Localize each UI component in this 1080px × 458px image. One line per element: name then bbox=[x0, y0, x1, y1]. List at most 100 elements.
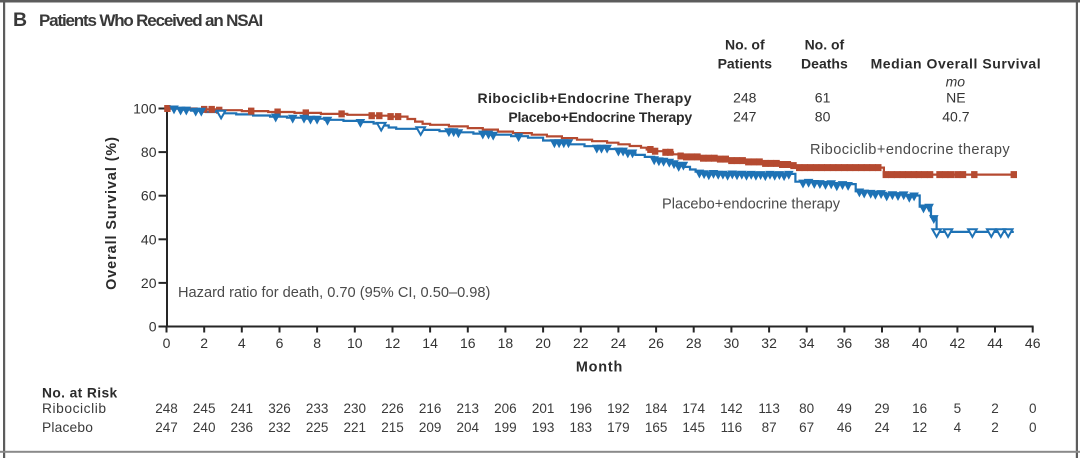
svg-text:6: 6 bbox=[276, 335, 284, 351]
svg-text:0: 0 bbox=[1029, 420, 1037, 435]
svg-text:40: 40 bbox=[141, 231, 157, 247]
svg-text:24: 24 bbox=[611, 335, 627, 351]
svg-text:46: 46 bbox=[1025, 335, 1041, 351]
svg-text:241: 241 bbox=[231, 401, 254, 416]
svg-text:2: 2 bbox=[991, 401, 999, 416]
svg-text:0: 0 bbox=[1029, 401, 1037, 416]
svg-text:12: 12 bbox=[912, 420, 927, 435]
svg-text:0: 0 bbox=[163, 335, 171, 351]
svg-text:8: 8 bbox=[313, 335, 321, 351]
svg-text:233: 233 bbox=[306, 401, 329, 416]
svg-text:225: 225 bbox=[306, 420, 329, 435]
svg-text:196: 196 bbox=[570, 401, 593, 416]
svg-text:0: 0 bbox=[149, 319, 157, 335]
svg-text:16: 16 bbox=[460, 335, 476, 351]
svg-text:230: 230 bbox=[344, 401, 367, 416]
svg-text:42: 42 bbox=[950, 335, 966, 351]
svg-text:14: 14 bbox=[422, 335, 438, 351]
svg-text:192: 192 bbox=[607, 401, 630, 416]
svg-text:248: 248 bbox=[733, 90, 757, 106]
svg-text:209: 209 bbox=[419, 420, 442, 435]
svg-text:165: 165 bbox=[645, 420, 668, 435]
svg-text:Ribociclib+endocrine therapy: Ribociclib+endocrine therapy bbox=[810, 142, 1010, 158]
svg-text:B: B bbox=[13, 9, 27, 31]
svg-text:247: 247 bbox=[733, 109, 757, 125]
svg-text:No. at Risk: No. at Risk bbox=[42, 386, 118, 401]
svg-text:183: 183 bbox=[570, 420, 593, 435]
svg-text:236: 236 bbox=[231, 420, 254, 435]
svg-text:2: 2 bbox=[200, 335, 208, 351]
svg-text:247: 247 bbox=[155, 420, 178, 435]
svg-text:116: 116 bbox=[721, 420, 743, 435]
svg-text:40: 40 bbox=[912, 335, 928, 351]
svg-text:18: 18 bbox=[498, 335, 514, 351]
svg-text:Placebo: Placebo bbox=[42, 420, 93, 435]
svg-text:2: 2 bbox=[991, 420, 999, 435]
svg-text:No. of: No. of bbox=[725, 37, 765, 53]
svg-text:No. of: No. of bbox=[805, 37, 845, 53]
svg-text:179: 179 bbox=[607, 420, 630, 435]
svg-text:245: 245 bbox=[193, 401, 216, 416]
svg-text:184: 184 bbox=[645, 401, 668, 416]
svg-text:Patients Who Received an NSAI: Patients Who Received an NSAI bbox=[39, 11, 262, 30]
svg-text:100: 100 bbox=[133, 101, 157, 117]
svg-text:142: 142 bbox=[720, 401, 743, 416]
svg-text:Patients: Patients bbox=[718, 56, 773, 72]
svg-text:Deaths: Deaths bbox=[801, 56, 848, 72]
svg-text:38: 38 bbox=[874, 335, 890, 351]
svg-text:20: 20 bbox=[141, 275, 157, 291]
svg-text:28: 28 bbox=[686, 335, 702, 351]
svg-text:10: 10 bbox=[347, 335, 363, 351]
svg-text:240: 240 bbox=[193, 420, 216, 435]
svg-text:Hazard ratio for death, 0.70 (: Hazard ratio for death, 0.70 (95% CI, 0.… bbox=[178, 285, 490, 301]
svg-text:80: 80 bbox=[799, 401, 814, 416]
svg-text:24: 24 bbox=[874, 420, 890, 435]
svg-text:221: 221 bbox=[344, 420, 367, 435]
svg-text:216: 216 bbox=[419, 401, 442, 416]
svg-text:60: 60 bbox=[141, 188, 157, 204]
svg-text:326: 326 bbox=[268, 401, 291, 416]
svg-text:113: 113 bbox=[758, 401, 780, 416]
svg-text:NE: NE bbox=[946, 90, 965, 106]
svg-text:4: 4 bbox=[954, 420, 962, 435]
svg-text:67: 67 bbox=[799, 420, 814, 435]
svg-text:Overall Survival (%): Overall Survival (%) bbox=[104, 136, 120, 290]
svg-text:Ribociclib: Ribociclib bbox=[42, 401, 107, 416]
svg-text:44: 44 bbox=[987, 335, 1003, 351]
svg-text:46: 46 bbox=[837, 420, 852, 435]
svg-text:40.7: 40.7 bbox=[942, 109, 969, 125]
svg-text:213: 213 bbox=[457, 401, 480, 416]
svg-text:206: 206 bbox=[494, 401, 517, 416]
svg-text:29: 29 bbox=[874, 401, 889, 416]
svg-text:80: 80 bbox=[141, 144, 157, 160]
svg-text:32: 32 bbox=[761, 335, 777, 351]
svg-text:mo: mo bbox=[946, 74, 966, 90]
svg-text:226: 226 bbox=[381, 401, 404, 416]
svg-text:215: 215 bbox=[381, 420, 404, 435]
svg-text:232: 232 bbox=[268, 420, 291, 435]
svg-text:199: 199 bbox=[494, 420, 517, 435]
svg-text:174: 174 bbox=[682, 401, 705, 416]
svg-text:Placebo+endocrine therapy: Placebo+endocrine therapy bbox=[662, 197, 841, 213]
svg-text:Ribociclib+Endocrine Therapy: Ribociclib+Endocrine Therapy bbox=[478, 90, 692, 106]
svg-text:201: 201 bbox=[532, 401, 555, 416]
svg-text:36: 36 bbox=[837, 335, 853, 351]
svg-text:61: 61 bbox=[815, 90, 831, 106]
svg-text:204: 204 bbox=[457, 420, 480, 435]
svg-text:193: 193 bbox=[532, 420, 555, 435]
svg-text:12: 12 bbox=[385, 335, 401, 351]
svg-text:145: 145 bbox=[682, 420, 705, 435]
svg-text:34: 34 bbox=[799, 335, 815, 351]
svg-text:30: 30 bbox=[724, 335, 740, 351]
svg-text:20: 20 bbox=[535, 335, 551, 351]
svg-text:Median Overall Survival: Median Overall Survival bbox=[871, 56, 1042, 72]
svg-text:16: 16 bbox=[912, 401, 927, 416]
svg-text:Placebo+Endocrine Therapy: Placebo+Endocrine Therapy bbox=[508, 109, 692, 125]
svg-text:80: 80 bbox=[815, 109, 831, 125]
svg-text:22: 22 bbox=[573, 335, 589, 351]
svg-text:Month: Month bbox=[576, 360, 623, 376]
svg-text:49: 49 bbox=[837, 401, 852, 416]
svg-text:4: 4 bbox=[238, 335, 246, 351]
svg-text:87: 87 bbox=[762, 420, 777, 435]
svg-text:26: 26 bbox=[648, 335, 664, 351]
